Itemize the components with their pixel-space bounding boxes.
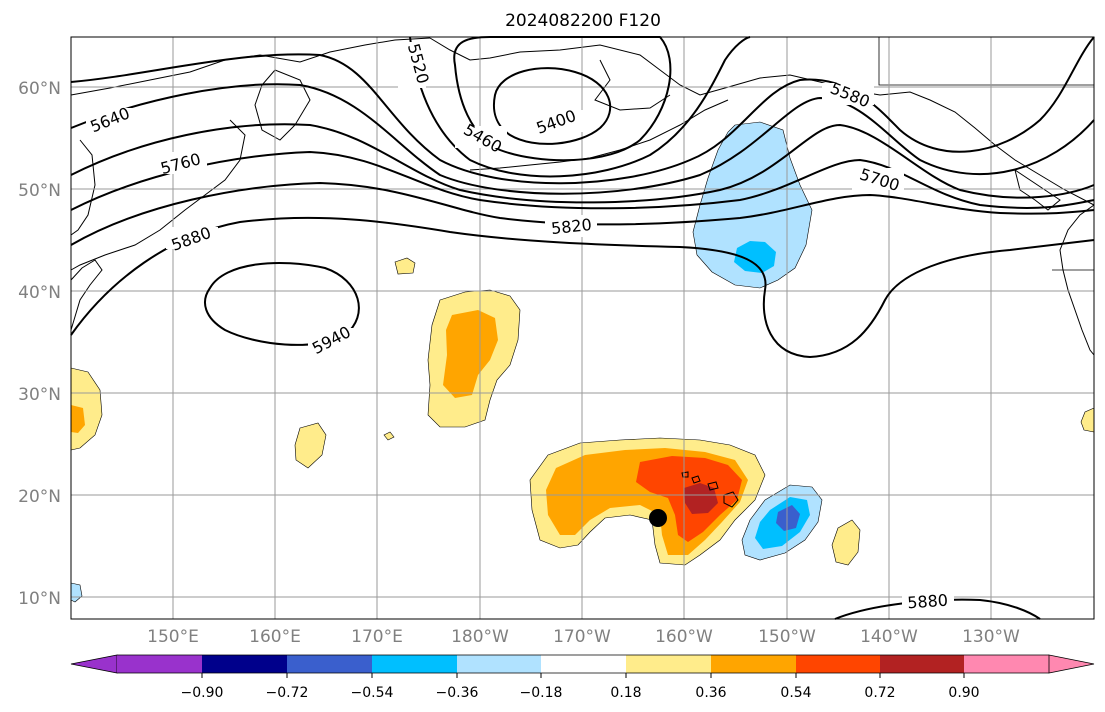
colorbar: −0.90 −0.72 −0.54 −0.36 −0.18 0.18 0.36 … [70, 654, 1095, 701]
coastline-hawaii-kauai [681, 471, 689, 478]
colorbar-segment [541, 655, 626, 673]
colorbar-tick-label: 0.18 [610, 685, 641, 701]
contour-label-bg [822, 83, 874, 105]
coastline-hawaii-maui [707, 481, 719, 491]
contour-label-5820: 5820 [550, 215, 592, 238]
negative-anomaly-core [734, 241, 776, 273]
lat-label-10n: 10°N [18, 589, 61, 609]
contour-5760 [70, 150, 1095, 211]
border-alaska-canada [878, 37, 1094, 86]
longitude-labels: 150°E 160°E 170°E 180°W 170°W 160°W 150°… [147, 627, 1020, 647]
lat-label-40n: 40°N [18, 283, 61, 303]
lon-label-150e: 150°E [147, 627, 199, 647]
positive-anomaly-dateline-core [443, 310, 498, 398]
lon-label-140w: 140°W [860, 627, 918, 647]
contour-label-5880-south: 5880 [907, 591, 949, 613]
contour-label-bg [902, 591, 954, 611]
colorbar-extend-high [1048, 654, 1095, 674]
colorbar-segment [202, 655, 287, 673]
positive-anomaly-small-2 [294, 422, 327, 469]
lat-label-60n: 60°N [18, 79, 61, 99]
positive-anomaly-small-1 [831, 519, 861, 566]
political-borders [878, 37, 1094, 271]
positive-anomaly-small-3 [394, 257, 416, 275]
colorbar-tick-labels: −0.90 −0.72 −0.54 −0.36 −0.18 0.18 0.36 … [181, 685, 980, 701]
lon-label-180w: 180°W [451, 627, 509, 647]
colorbar-tick-label: −0.18 [520, 685, 563, 701]
colorbar-segment [372, 655, 457, 673]
contour-5700 [70, 123, 1095, 204]
contour-label-bg [455, 126, 507, 148]
coastline-alaska [429, 37, 1095, 206]
map-panel: 5520 5400 5460 5580 5640 5760 5700 5880 … [70, 36, 1095, 620]
colorbar-segment [880, 655, 964, 673]
colorbar-tick-label: 0.72 [864, 685, 895, 701]
colorbar-extend-low [70, 654, 118, 674]
colorbar-tick-label: −0.36 [436, 685, 479, 701]
contour-label-bg [852, 168, 904, 190]
coastline-hawaii-big-island [723, 491, 739, 508]
contour-5880-north [70, 216, 1095, 359]
colorbar-outline [117, 654, 1049, 674]
coastlines [70, 37, 1095, 508]
contour-label-bg [86, 108, 138, 130]
colorbar-segment [964, 655, 1049, 673]
colorbar-tick-label: 0.54 [780, 685, 811, 701]
lon-label-170e: 170°E [351, 627, 403, 647]
colorbar-segment [117, 655, 202, 673]
lon-label-150w: 150°W [758, 627, 816, 647]
colorbar-segment [711, 655, 796, 673]
coastline-kamchatka-siberia [70, 37, 431, 96]
colorbar-segment [287, 655, 372, 673]
lon-label-130w: 130°W [962, 627, 1020, 647]
contour-label-bg [308, 328, 360, 350]
colorbar-segment [626, 655, 711, 673]
colorbar-segment [796, 655, 880, 673]
map-frame [70, 36, 1095, 620]
lat-label-20n: 20°N [18, 487, 61, 507]
negative-anomaly-southeast-peak [776, 505, 800, 531]
colorbar-tick-label: −0.72 [266, 685, 309, 701]
lon-label-170w: 170°W [553, 627, 611, 647]
contour-label-bg [166, 227, 218, 249]
latitude-labels: 60°N 50°N 40°N 30°N 20°N 10°N [18, 79, 61, 609]
contour-5520 [409, 36, 751, 178]
coastline-aleutians [469, 99, 729, 171]
contour-label-bg [155, 152, 207, 174]
colorbar-tick-label: −0.90 [181, 685, 224, 701]
contour-label-bg [545, 215, 597, 237]
contour-5820 [70, 181, 1095, 246]
contour-5880-south [834, 598, 1041, 620]
positive-anomaly-hawaii-core [684, 483, 718, 514]
coastline-japan-honshu [70, 259, 103, 331]
lat-label-30n: 30°N [18, 385, 61, 405]
coastline-north-america-west [1059, 204, 1095, 356]
colorbar-ticks [201, 673, 965, 678]
contour-5580 [70, 36, 1095, 185]
lon-label-160w: 160°W [655, 627, 713, 647]
colorbar-segment [457, 655, 541, 673]
positive-anomaly-small-4 [383, 431, 395, 441]
coastline-hawaii-oahu [691, 475, 701, 484]
coastline-bristol-bay [594, 59, 671, 111]
contour-label-bg [532, 110, 584, 132]
colorbar-tick-label: 0.36 [695, 685, 726, 701]
storm-position-marker [649, 509, 667, 527]
coastline-kurils-japan [70, 119, 246, 271]
colorbar-tick-label: −0.54 [351, 685, 394, 701]
contour-label-bg [398, 42, 426, 88]
anomaly-shading [70, 121, 1095, 603]
coastline-bc-islands [1014, 168, 1061, 211]
map-title: 2024082200 F120 [505, 11, 661, 31]
positive-anomaly-west-edge-core [71, 405, 85, 433]
contour-5640 [70, 83, 1095, 195]
lon-label-160e: 160°E [249, 627, 301, 647]
colorbar-tick-label: 0.90 [948, 685, 979, 701]
lat-label-50n: 50°N [18, 181, 61, 201]
